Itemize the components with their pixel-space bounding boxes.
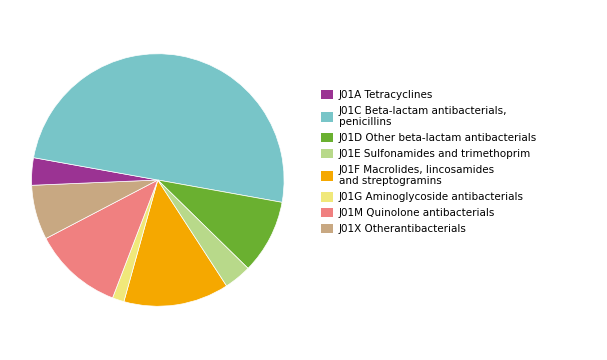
Wedge shape [124,180,226,306]
Wedge shape [158,180,248,286]
Wedge shape [32,180,158,238]
Wedge shape [46,180,158,298]
Wedge shape [33,54,284,202]
Legend: J01A Tetracyclines, J01C Beta-lactam antibacterials,
penicillins, J01D Other bet: J01A Tetracyclines, J01C Beta-lactam ant… [321,90,537,234]
Wedge shape [158,180,282,268]
Wedge shape [32,158,158,185]
Wedge shape [112,180,158,302]
